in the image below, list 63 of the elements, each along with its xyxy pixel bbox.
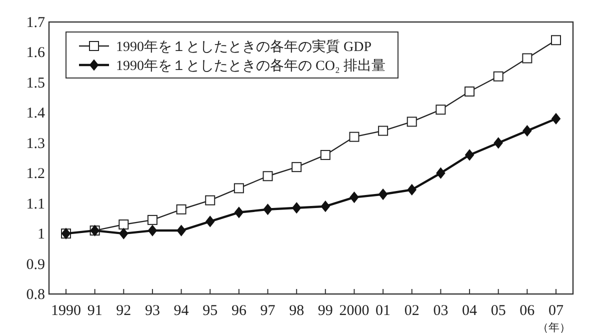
y-tick-label: 1.1 bbox=[26, 196, 45, 212]
x-tick-label: 02 bbox=[404, 303, 420, 319]
point bbox=[378, 188, 388, 200]
point bbox=[522, 53, 532, 64]
x-tick-label: 2000 bbox=[339, 303, 370, 319]
y-tick-label: 1.2 bbox=[26, 166, 45, 182]
point bbox=[234, 183, 244, 194]
point bbox=[406, 116, 417, 127]
x-tick-label: 99 bbox=[318, 303, 333, 319]
point bbox=[378, 126, 388, 136]
x-tick-label: 97 bbox=[260, 303, 276, 319]
x-axis-title: （年） bbox=[538, 322, 570, 333]
x-tick-label: 06 bbox=[520, 303, 536, 319]
x-tick-label: 03 bbox=[433, 303, 448, 319]
point bbox=[147, 214, 158, 225]
x-tick-label: 93 bbox=[144, 303, 160, 319]
point bbox=[494, 137, 503, 148]
point bbox=[436, 168, 446, 179]
point bbox=[464, 86, 475, 97]
point bbox=[119, 228, 128, 240]
x-tick-label: 98 bbox=[289, 303, 304, 319]
point bbox=[176, 225, 186, 236]
point bbox=[234, 206, 244, 218]
y-tick-label: 1.7 bbox=[26, 15, 46, 31]
x-tick-label: 04 bbox=[462, 303, 478, 319]
point bbox=[263, 204, 272, 215]
x-tick-label: 01 bbox=[376, 303, 391, 319]
point bbox=[493, 71, 504, 82]
point bbox=[522, 125, 532, 136]
point bbox=[320, 150, 330, 160]
legend-label: 1990年を１としたときの各年の CO₂ 排出量 bbox=[116, 58, 386, 74]
legend-label: 1990年を１としたときの各年の実質 GDP bbox=[116, 39, 372, 55]
x-tick-label: 95 bbox=[202, 303, 218, 319]
y-tick-label: 0.9 bbox=[26, 256, 45, 273]
point bbox=[262, 171, 273, 182]
point bbox=[551, 35, 561, 46]
point bbox=[292, 202, 302, 214]
point bbox=[292, 162, 302, 172]
point bbox=[148, 225, 157, 236]
y-tick-label: 0.8 bbox=[26, 287, 45, 303]
y-tick-label: 1.5 bbox=[26, 75, 45, 92]
point bbox=[118, 219, 129, 230]
point bbox=[350, 192, 359, 203]
x-tick-label: 07 bbox=[548, 303, 564, 319]
y-tick-label: 1.3 bbox=[26, 136, 45, 152]
y-tick-label: 1 bbox=[38, 226, 45, 243]
x-tick-label: 94 bbox=[174, 303, 190, 319]
point bbox=[320, 200, 330, 212]
point bbox=[436, 104, 446, 115]
point bbox=[176, 204, 186, 214]
point bbox=[407, 184, 416, 196]
point bbox=[552, 113, 560, 124]
point bbox=[349, 132, 360, 142]
x-tick-label: 1990 bbox=[51, 303, 81, 319]
x-tick-label: 05 bbox=[490, 303, 506, 319]
x-tick-label: 96 bbox=[231, 303, 247, 319]
y-tick-label: 1.4 bbox=[26, 106, 46, 122]
point bbox=[205, 195, 216, 206]
point bbox=[206, 216, 215, 227]
y-tick-label: 1.6 bbox=[26, 45, 46, 62]
x-tick-label: 91 bbox=[87, 303, 102, 319]
x-tick-label: 92 bbox=[116, 303, 132, 319]
point bbox=[465, 149, 474, 160]
